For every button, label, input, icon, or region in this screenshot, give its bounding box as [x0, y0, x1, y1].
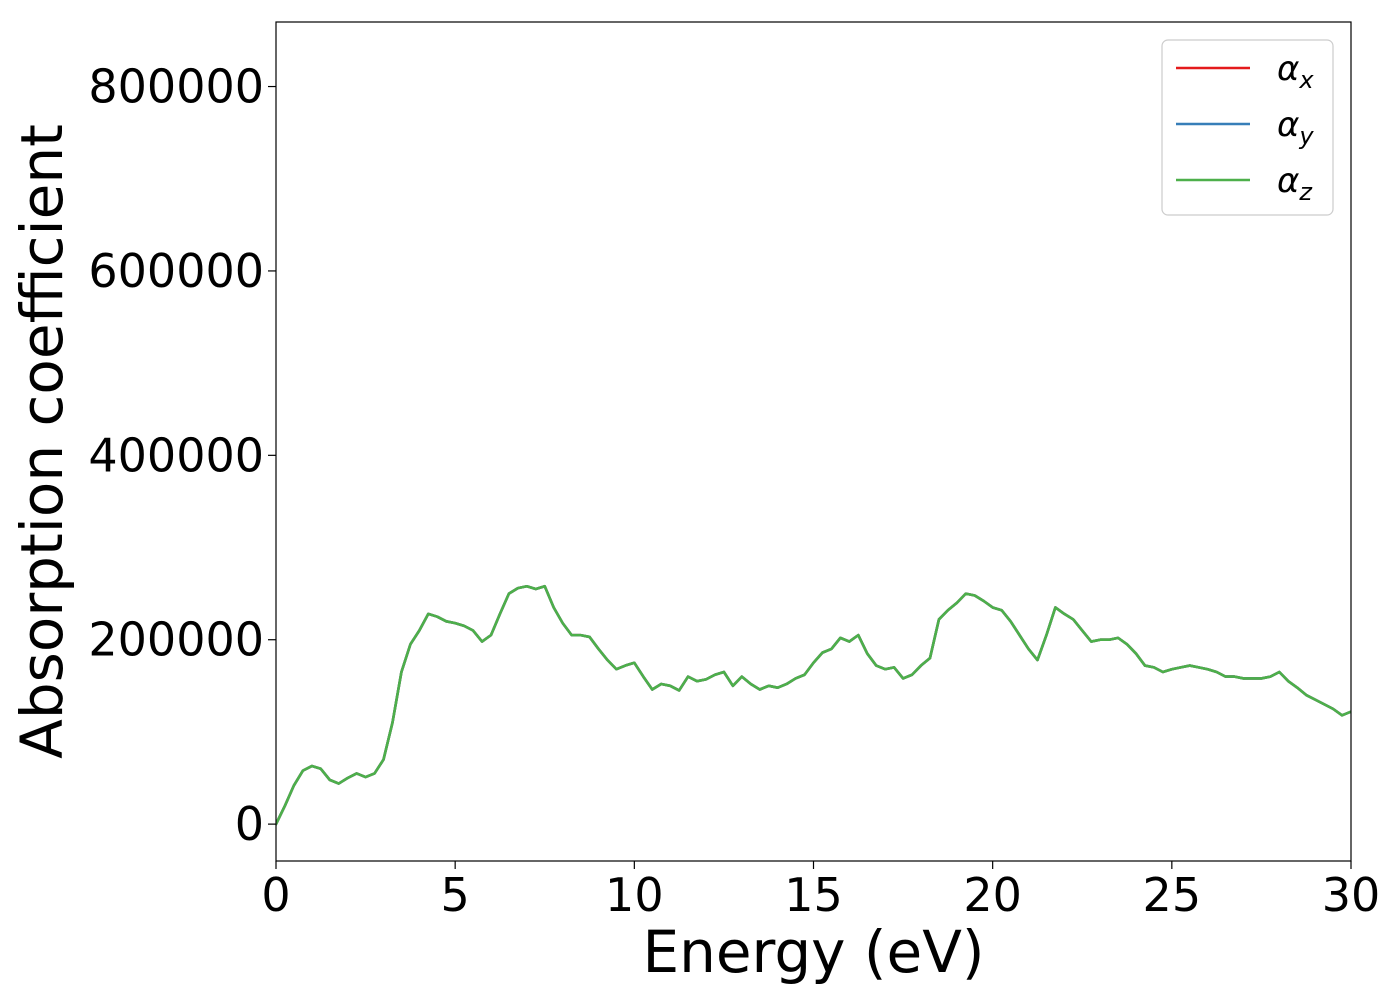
legend-label-base: α	[1277, 49, 1299, 89]
x-tick-label: 30	[1322, 868, 1381, 922]
legend-label-subscript: z	[1298, 178, 1313, 206]
series-layer	[276, 584, 1351, 826]
y-tick-label: 800000	[88, 60, 264, 114]
x-tick-label: 20	[963, 868, 1022, 922]
y-tick-label: 400000	[88, 428, 264, 482]
series-line-x	[276, 584, 1351, 826]
y-axis-ticks: 0 200000 400000 600000 800000	[88, 60, 276, 851]
x-axis-label: Energy (eV)	[642, 918, 984, 986]
series-line-y	[276, 584, 1351, 826]
legend-label-subscript: y	[1298, 122, 1314, 150]
legend-label-base: α	[1277, 161, 1299, 201]
legend-label-base: α	[1277, 105, 1299, 145]
y-tick-label: 0	[235, 797, 264, 851]
legend-label-x: αx	[1277, 49, 1314, 94]
y-tick-label: 200000	[88, 613, 264, 667]
series-line-z	[276, 584, 1351, 826]
y-axis-label: Absorption coefficient	[8, 124, 76, 759]
x-tick-label: 15	[784, 868, 843, 922]
legend-label-subscript: x	[1298, 66, 1314, 94]
legend-label-y: αy	[1277, 105, 1314, 150]
legend-label-z: αz	[1277, 161, 1313, 206]
x-tick-label: 0	[261, 868, 290, 922]
x-tick-label: 25	[1143, 868, 1202, 922]
legend-box	[1161, 39, 1334, 216]
x-axis-ticks: 0 5 10 15 20 25 30	[261, 861, 1380, 922]
x-tick-label: 5	[441, 868, 470, 922]
y-tick-label: 600000	[88, 244, 264, 298]
x-tick-label: 10	[605, 868, 664, 922]
